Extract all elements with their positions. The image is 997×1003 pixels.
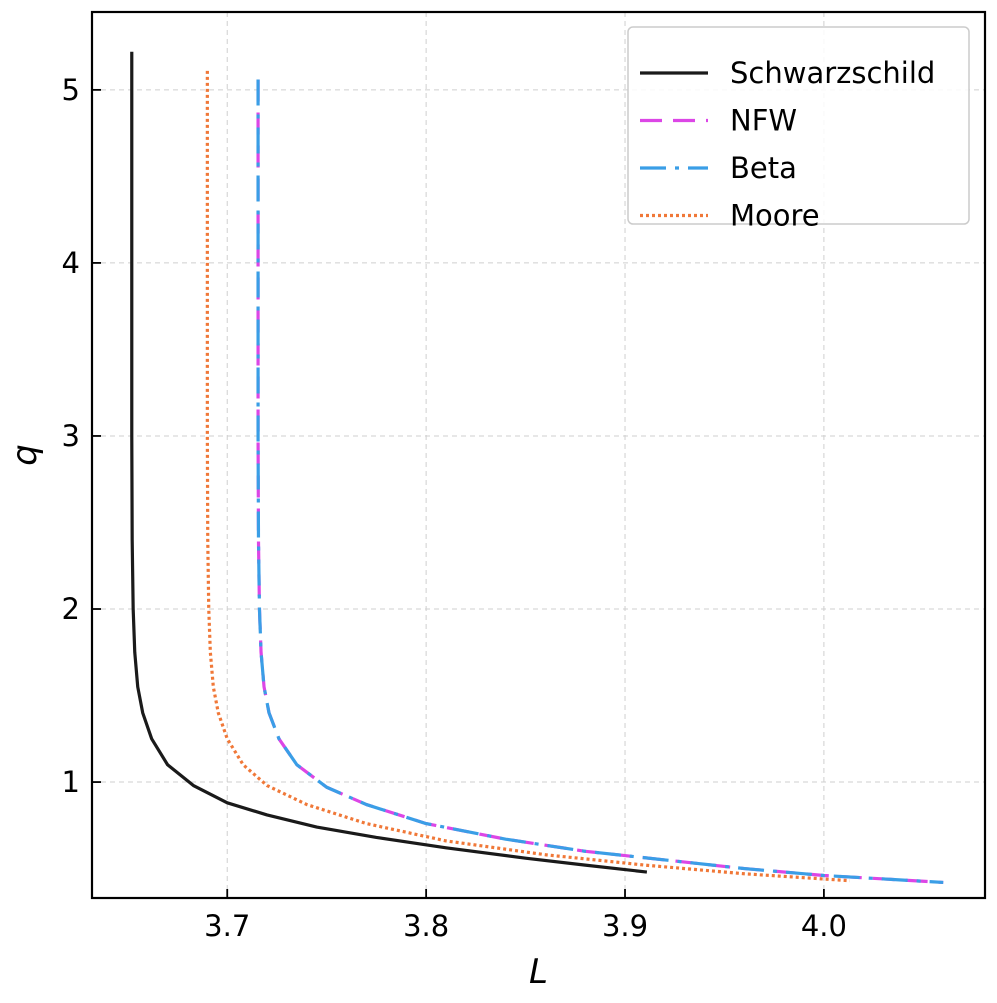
x-tick-label: 3.7: [204, 909, 250, 943]
y-tick-label: 5: [62, 73, 80, 107]
y-tick-label: 1: [62, 765, 80, 799]
legend-box: [627, 26, 970, 225]
x-tick-label: 3.9: [602, 909, 648, 943]
x-tick-label: 4.0: [801, 909, 847, 943]
axis-ticks: 3.7 3.8 3.9 4.0 1 2 3 4 5: [62, 73, 847, 943]
x-tick-label: 3.8: [403, 909, 449, 943]
plot-series: [130, 51, 944, 885]
y-tick-label: 2: [62, 592, 80, 626]
series-line-schwarzschild: [130, 51, 648, 874]
legend-label: Beta: [730, 151, 797, 185]
plot-frame: [90, 10, 987, 900]
legend-label: Moore: [730, 199, 820, 233]
y-tick-label: 4: [62, 246, 80, 280]
x-axis-label: L: [529, 952, 548, 992]
y-axis-label: q: [5, 444, 45, 466]
series-line-beta: [256, 79, 944, 885]
legend: Schwarzschild NFW Beta Moore: [627, 26, 970, 233]
legend-label: Schwarzschild: [730, 56, 935, 90]
legend-label: NFW: [730, 104, 797, 138]
y-tick-label: 3: [62, 419, 80, 453]
